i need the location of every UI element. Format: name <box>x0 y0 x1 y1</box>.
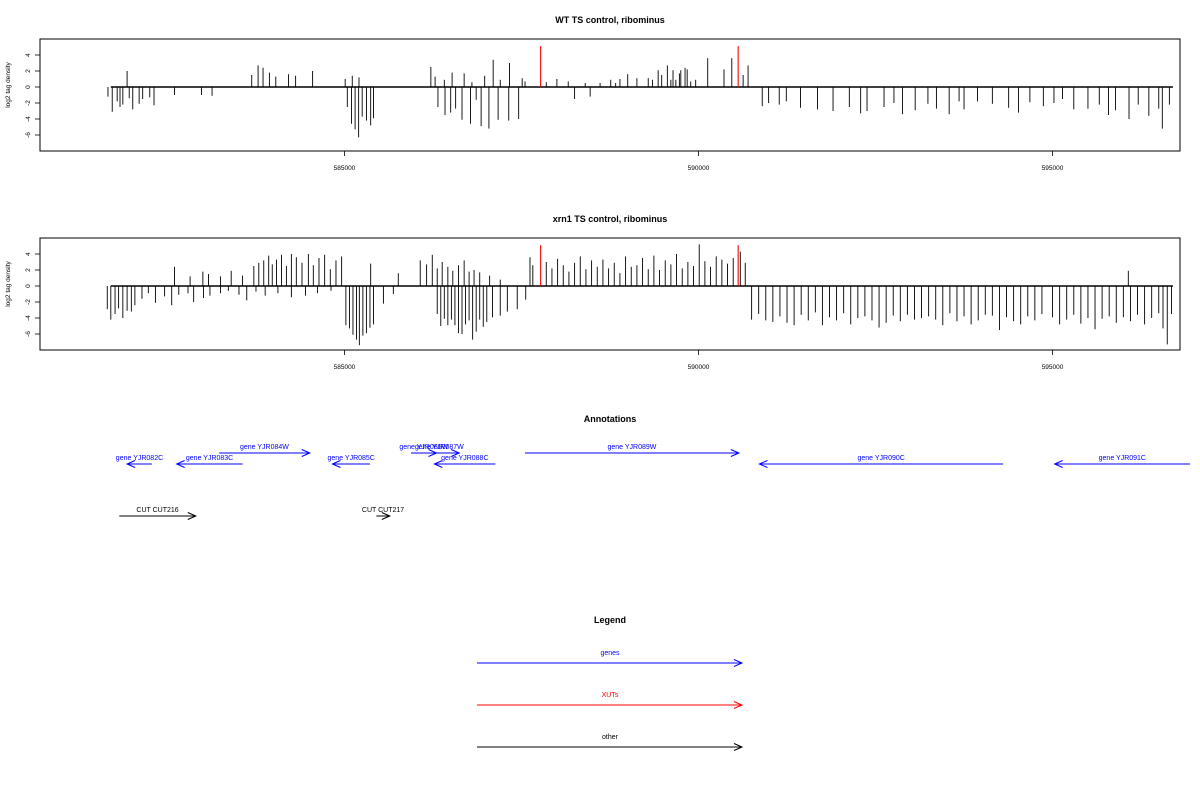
xrn1-x-tick-label: 595000 <box>1042 364 1064 371</box>
arrow-left-icon <box>758 460 768 468</box>
arrow-right-icon <box>450 449 461 457</box>
annotations-title: Annotations <box>584 414 637 424</box>
arrow-left-icon <box>331 460 341 468</box>
wt-y-tick-label: -6 <box>25 132 32 138</box>
arrow-right-icon <box>381 512 392 520</box>
annotation-label: gene YJR090C <box>858 455 905 462</box>
wt-x-tick-label: 585000 <box>334 165 356 172</box>
wt-y-tick-label: 0 <box>25 85 32 89</box>
xrn1-track-panel: xrn1 TS control, ribominus log2 tag dens… <box>5 214 1181 371</box>
xrn1-bars <box>106 244 1173 346</box>
annotation-feature: gene YJR091C <box>1053 455 1190 468</box>
xrn1-x-tick-label: 585000 <box>334 364 356 371</box>
annotation-label: gene YJR083C <box>186 455 233 462</box>
xrn1-y-tick-label: -6 <box>25 331 32 337</box>
annotation-label: gene YJR088C <box>441 455 488 462</box>
annotation-label: CUT CUT216 <box>136 507 178 514</box>
xrn1-y-tick-label: -2 <box>25 299 32 305</box>
arrow-right-icon <box>730 449 741 457</box>
xrn1-y-tick-label: 2 <box>25 268 32 272</box>
arrow-right-icon <box>301 449 312 457</box>
arrow-left-icon <box>1053 460 1063 468</box>
annotation-label: gene YJR087W <box>415 444 464 451</box>
wt-x-tick-label: 595000 <box>1042 165 1064 172</box>
wt-y-tick-label: -2 <box>25 100 32 106</box>
annotation-feature: CUT CUT217 <box>362 507 404 520</box>
annotation-feature: gene YJR088C <box>433 455 496 468</box>
wt-x-tick-label: 590000 <box>688 165 710 172</box>
annotation-feature: gene YJR089W <box>525 444 741 457</box>
arrow-left-icon <box>125 460 136 468</box>
annotation-feature: gene YJR087W <box>415 444 464 457</box>
arrow-left-icon <box>433 460 443 468</box>
xrn1-x-tick-label: 590000 <box>688 364 710 371</box>
legend-label: genes <box>600 650 620 657</box>
wt-bars <box>107 46 1173 138</box>
wt-y-tick-label: 2 <box>25 69 32 73</box>
annotation-label: gene YJR082C <box>116 455 163 462</box>
arrow-right-icon <box>187 512 198 520</box>
arrow-right-icon <box>733 701 744 709</box>
xrn1-y-axis-label: log2 tag density <box>5 260 12 306</box>
legend-item: XUTs <box>477 692 744 709</box>
legend-label: other <box>602 734 619 741</box>
wt-track-panel: WT TS control, ribominus log2 tag densit… <box>5 15 1181 172</box>
arrow-left-icon <box>175 460 185 468</box>
legend-item: other <box>477 734 744 751</box>
annotation-feature: gene YJR084W <box>219 444 312 457</box>
xrn1-axes: -6 -4 -2 0 2 4 585000 590000 595000 <box>25 252 1064 371</box>
legend-items: genes XUTs other <box>477 650 744 751</box>
wt-axes: -6 -4 -2 0 2 4 585000 590000 595000 <box>25 53 1064 172</box>
wt-y-axis-label: log2 tag density <box>5 61 12 107</box>
annotation-label: gene YJR084W <box>240 444 289 451</box>
legend-item: genes <box>477 650 744 667</box>
legend-label: XUTs <box>602 692 619 699</box>
annotations-panel: Annotations gene YJR082C gene YJR083Cgene… <box>116 414 1190 520</box>
legend-panel: Legend genes XUTs other <box>477 615 744 751</box>
xrn1-y-tick-label: -4 <box>25 315 32 321</box>
arrow-right-icon <box>733 743 744 751</box>
arrow-right-icon <box>733 659 744 667</box>
wt-track-title: WT TS control, ribominus <box>555 15 665 25</box>
xrn1-track-title: xrn1 TS control, ribominus <box>553 214 668 224</box>
annotation-feature: gene YJR085C <box>328 455 375 468</box>
legend-title: Legend <box>594 615 626 625</box>
annotation-label: gene YJR085C <box>328 455 375 462</box>
annotation-feature: gene YJR090C <box>758 455 1003 468</box>
annotation-label: gene YJR089W <box>607 444 656 451</box>
xrn1-plot-frame <box>39 237 1181 351</box>
annotation-feature: CUT CUT216 <box>119 507 198 520</box>
xrn1-y-tick-label: 0 <box>25 284 32 288</box>
annotation-label: gene YJR091C <box>1099 455 1146 462</box>
wt-y-tick-label: 4 <box>25 53 32 57</box>
annotation-features: gene YJR082C gene YJR083C gene YJR084W gene… <box>116 444 1190 520</box>
annotation-label: CUT CUT217 <box>362 507 404 514</box>
annotation-feature: gene YJR083C <box>175 455 243 468</box>
wt-y-tick-label: -4 <box>25 116 32 122</box>
xrn1-y-tick-label: 4 <box>25 252 32 256</box>
annotation-feature: gene YJR082C <box>116 455 163 468</box>
annotation-label: gene YJR086W <box>399 444 448 451</box>
